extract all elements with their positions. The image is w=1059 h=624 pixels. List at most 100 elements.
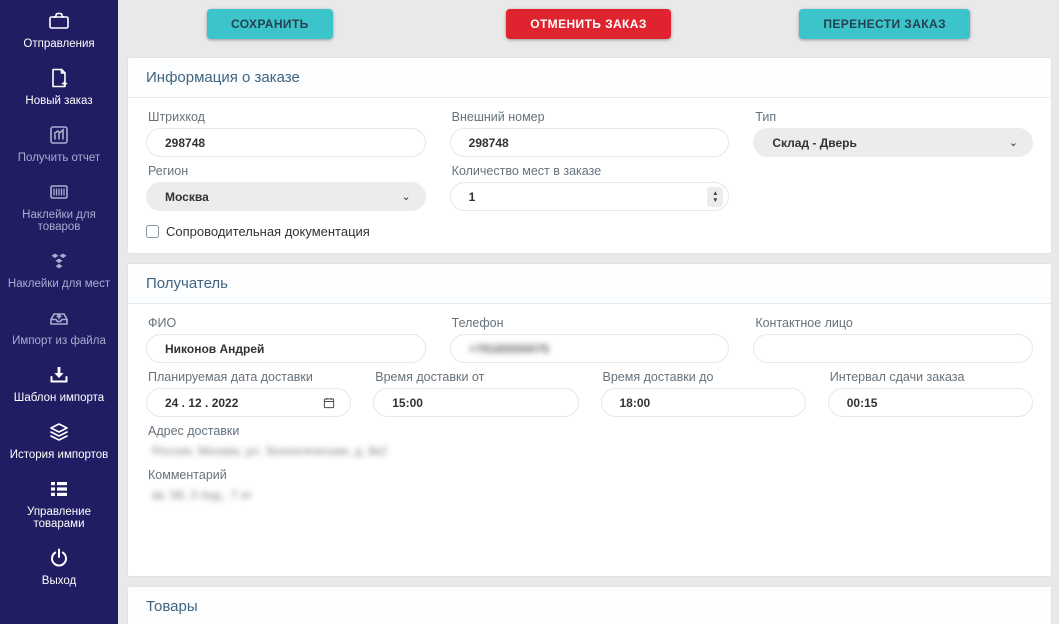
section-title: Информация о заказе bbox=[146, 69, 300, 86]
external-number-input[interactable] bbox=[449, 128, 730, 157]
sidebar-item-label: Импорт из файла bbox=[12, 335, 106, 347]
field-label: Время доставки до bbox=[602, 370, 714, 384]
sidebar-item-import-template[interactable]: Шаблон импорта bbox=[3, 362, 115, 404]
contact-person-field-group: Контактное лицо bbox=[753, 316, 1033, 363]
order-info-card: Информация о заказе Штрихкод Внешний ном… bbox=[127, 57, 1052, 254]
contact-person-input[interactable] bbox=[753, 334, 1033, 363]
field-label: Время доставки от bbox=[375, 370, 485, 384]
layers-icon bbox=[46, 419, 72, 445]
sidebar-item-label: Выход bbox=[41, 575, 77, 587]
accompanying-docs-checkbox[interactable] bbox=[146, 225, 159, 238]
region-select[interactable]: Москва ⌄ bbox=[146, 182, 426, 211]
field-label: Телефон bbox=[451, 316, 504, 330]
redacted-phone-value: +79165550075 bbox=[468, 341, 550, 356]
sidebar-item-product-labels[interactable]: Наклейки для товаров bbox=[3, 179, 115, 233]
recipient-card: Получатель ФИО Телефон +79165550075 bbox=[127, 263, 1052, 577]
main-area: СОХРАНИТЬ ОТМЕНИТЬ ЗАКАЗ ПЕРЕНЕСТИ ЗАКАЗ… bbox=[118, 0, 1059, 624]
field-label: Количество мест в заказе bbox=[451, 164, 602, 178]
time-to-input[interactable] bbox=[600, 388, 806, 417]
field-label: Интервал сдачи заказа bbox=[829, 370, 965, 384]
order-info-header: Информация о заказе bbox=[128, 58, 1051, 98]
field-label: Внешний номер bbox=[451, 110, 545, 124]
phone-input[interactable]: +79165550075 bbox=[449, 334, 730, 363]
briefcase-icon bbox=[46, 8, 72, 34]
selected-value: Склад - Дверь bbox=[772, 135, 857, 150]
sidebar-item-label: Отправления bbox=[23, 38, 95, 50]
sidebar-item-place-labels[interactable]: Наклейки для мест bbox=[3, 248, 115, 290]
sidebar-item-label: Получить отчет bbox=[17, 152, 101, 164]
sidebar-item-label: Управление товарами bbox=[27, 506, 91, 530]
comment-field-group: Комментарий кв. 56, 3 под., 7 эт bbox=[146, 468, 1033, 562]
phone-field-group: Телефон +79165550075 bbox=[449, 316, 730, 363]
field-label: Штрихкод bbox=[148, 110, 205, 124]
upload-tray-icon bbox=[46, 305, 72, 331]
field-label: Адрес доставки bbox=[148, 424, 240, 438]
cancel-order-button[interactable]: ОТМЕНИТЬ ЗАКАЗ bbox=[506, 8, 671, 39]
field-label: Тип bbox=[755, 110, 777, 124]
type-field-group: Тип Склад - Дверь ⌄ bbox=[753, 110, 1033, 157]
handover-interval-field-group: Интервал сдачи заказа bbox=[827, 370, 1033, 417]
barcode-field-group: Штрихкод bbox=[146, 110, 426, 157]
sidebar-item-label: Наклейки для товаров bbox=[22, 209, 96, 233]
delivery-address-text[interactable]: Россия, Москва, ул. Зоологическая, д. 8к… bbox=[146, 442, 1033, 464]
time-from-input[interactable] bbox=[373, 388, 579, 417]
sidebar-item-label: Наклейки для мест bbox=[7, 278, 111, 290]
checkbox-label: Сопроводительная документация bbox=[166, 224, 370, 239]
delivery-date-input[interactable]: 24 . 12 . 2022 bbox=[146, 388, 352, 417]
sidebar-item-manage-products[interactable]: Управление товарами bbox=[3, 476, 115, 530]
barcode-icon bbox=[46, 179, 72, 205]
file-plus-icon bbox=[46, 65, 72, 91]
stepper-value: 1 bbox=[468, 189, 476, 204]
sidebar-item-label: Новый заказ bbox=[25, 95, 93, 107]
download-icon bbox=[46, 362, 72, 388]
list-icon bbox=[46, 476, 72, 502]
number-spinner[interactable]: ▲ ▼ bbox=[707, 187, 724, 207]
field-label: Комментарий bbox=[148, 468, 227, 482]
field-label: Регион bbox=[148, 164, 189, 178]
selected-value: Москва bbox=[165, 189, 209, 204]
transfer-order-button[interactable]: ПЕРЕНЕСТИ ЗАКАЗ bbox=[799, 8, 970, 39]
redacted-comment-value: кв. 56, 3 под., 7 эт bbox=[152, 488, 252, 502]
places-count-stepper[interactable]: 1 ▲ ▼ bbox=[449, 182, 730, 211]
region-field-group: Регион Москва ⌄ bbox=[146, 164, 426, 211]
external-number-field-group: Внешний номер bbox=[449, 110, 730, 157]
sidebar-item-import-history[interactable]: История импортов bbox=[3, 419, 115, 461]
comment-textarea[interactable]: кв. 56, 3 под., 7 эт bbox=[146, 486, 1033, 562]
chevron-down-icon: ⌄ bbox=[1008, 137, 1018, 149]
field-label: Контактное лицо bbox=[755, 316, 853, 330]
time-from-field-group: Время доставки от bbox=[373, 370, 579, 417]
boxes-icon bbox=[46, 248, 72, 274]
sidebar: Отправления Новый заказ Получить отчет Н… bbox=[0, 0, 118, 624]
redacted-address-value: Россия, Москва, ул. Зоологическая, д. 8к… bbox=[152, 444, 387, 458]
handover-interval-input[interactable] bbox=[827, 388, 1033, 417]
sidebar-item-new-order[interactable]: Новый заказ bbox=[3, 65, 115, 107]
time-to-field-group: Время доставки до bbox=[600, 370, 806, 417]
accompanying-docs-checkbox-row: Сопроводительная документация bbox=[146, 224, 1033, 239]
chart-icon bbox=[46, 122, 72, 148]
sidebar-item-import-file[interactable]: Импорт из файла bbox=[3, 305, 115, 347]
power-icon bbox=[46, 545, 72, 571]
delivery-date-field-group: Планируемая дата доставки 24 . 12 . 2022 bbox=[146, 370, 352, 417]
delivery-address-field-group: Адрес доставки Россия, Москва, ул. Зооло… bbox=[146, 424, 1033, 464]
action-toolbar: СОХРАНИТЬ ОТМЕНИТЬ ЗАКАЗ ПЕРЕНЕСТИ ЗАКАЗ bbox=[118, 0, 1059, 47]
products-header: Товары bbox=[128, 587, 1051, 624]
fio-input[interactable] bbox=[146, 334, 426, 363]
sidebar-item-get-report[interactable]: Получить отчет bbox=[3, 122, 115, 164]
field-label: Планируемая дата доставки bbox=[148, 370, 313, 384]
section-title: Товары bbox=[146, 598, 198, 615]
type-select[interactable]: Склад - Дверь ⌄ bbox=[753, 128, 1033, 157]
recipient-header: Получатель bbox=[128, 264, 1051, 304]
date-value: 24 . 12 . 2022 bbox=[165, 395, 239, 410]
page-content: Информация о заказе Штрихкод Внешний ном… bbox=[118, 47, 1059, 624]
sidebar-item-shipments[interactable]: Отправления bbox=[3, 8, 115, 50]
fio-field-group: ФИО bbox=[146, 316, 426, 363]
barcode-input[interactable] bbox=[146, 128, 426, 157]
sidebar-item-logout[interactable]: Выход bbox=[3, 545, 115, 587]
chevron-down-icon: ⌄ bbox=[401, 191, 411, 203]
save-button[interactable]: СОХРАНИТЬ bbox=[207, 8, 333, 39]
calendar-icon[interactable] bbox=[322, 396, 336, 410]
field-label: ФИО bbox=[148, 316, 177, 330]
sidebar-item-label: История импортов bbox=[9, 449, 109, 461]
places-count-field-group: Количество мест в заказе 1 ▲ ▼ bbox=[449, 164, 730, 211]
